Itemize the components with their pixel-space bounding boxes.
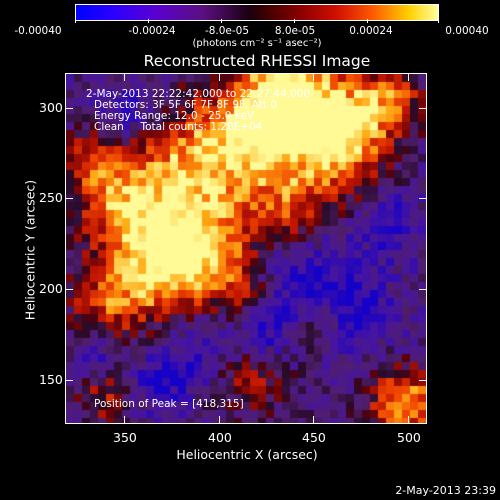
x-tick-label: 450 — [302, 430, 326, 445]
plot-timestamp: 2-May-2013 23:39 — [395, 484, 496, 497]
colorbar-units: (photons cm⁻² s⁻¹ asec⁻²) — [192, 38, 322, 49]
axis-tick — [419, 380, 426, 381]
colorbar-tick — [221, 19, 222, 23]
x-tick-label: 500 — [397, 430, 421, 445]
axis-tick — [66, 289, 73, 290]
x-tick-label: 400 — [208, 430, 232, 445]
time-range-text: 2-May-2013 22:22:42.000 to 22:27:44.000 — [86, 88, 311, 100]
colorbar-tick — [294, 19, 295, 23]
axis-tick — [408, 74, 409, 81]
axis-tick — [419, 108, 426, 109]
x-axis-label: Heliocentric X (arcsec) — [176, 447, 318, 462]
colorbar-tick — [148, 19, 149, 23]
axis-tick — [313, 74, 314, 81]
image-plot: 2-May-2013 22:22:42.000 to 22:27:44.000 … — [65, 73, 427, 424]
axis-tick — [419, 198, 426, 199]
colorbar-label: 0.00040 — [445, 25, 489, 37]
colorbar-label: -8.0e-05 — [204, 25, 250, 37]
detectors-text: Detectors: 3F 5F 6F 7F 8F 9F, Att 0 — [94, 99, 278, 111]
axis-tick — [66, 380, 73, 381]
colorbar-tick — [75, 19, 76, 23]
clean-counts-text: Clean Total counts: 1.28E+04 — [94, 121, 263, 133]
axis-tick — [124, 74, 125, 81]
x-tick-label: 350 — [113, 430, 137, 445]
energy-range-text: Energy Range: 12.0 - 25.0 keV — [94, 110, 255, 122]
colorbar-label: -0.00040 — [14, 25, 62, 37]
intensity-map — [66, 74, 426, 423]
colorbar-tick — [367, 19, 368, 23]
y-axis-label: Heliocentric Y (arcsec) — [22, 179, 38, 321]
colorbar — [75, 4, 439, 21]
axis-tick — [408, 416, 409, 423]
image-title: Reconstructed RHESSI Image — [143, 52, 371, 70]
y-tick-label: 300 — [39, 100, 63, 115]
axis-tick — [313, 416, 314, 423]
colorbar-label: 8.0e-05 — [274, 25, 316, 37]
axis-tick — [124, 416, 125, 423]
colorbar-tick — [438, 19, 439, 23]
y-tick-label: 150 — [39, 372, 63, 387]
axis-tick — [219, 74, 220, 81]
colorbar-label: -0.00024 — [128, 25, 176, 37]
peak-position-text: Position of Peak = [418,315] — [94, 398, 244, 410]
axis-tick — [419, 289, 426, 290]
y-tick-label: 200 — [39, 281, 63, 296]
axis-tick — [66, 108, 73, 109]
colorbar-label: 0.00024 — [349, 25, 393, 37]
y-tick-label: 250 — [39, 190, 63, 205]
axis-tick — [66, 198, 73, 199]
axis-tick — [219, 416, 220, 423]
